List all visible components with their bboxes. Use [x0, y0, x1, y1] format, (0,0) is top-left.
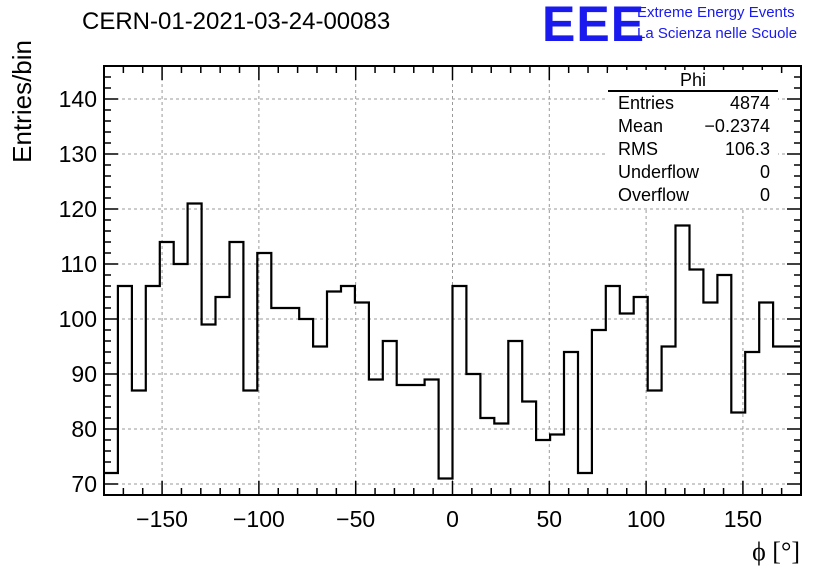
stats-label: Underflow — [618, 162, 700, 182]
x-tick-labels: −150 −100 −50 0 50 100 150 — [136, 506, 762, 532]
histogram-step-line — [104, 202, 801, 480]
stats-value: 0 — [759, 185, 770, 205]
x-tick-label: 0 — [446, 506, 459, 532]
stats-value: 4874 — [729, 93, 770, 113]
y-tick-label: 90 — [71, 361, 97, 387]
stats-label: Entries — [618, 93, 675, 113]
stats-row-underflow: Underflow 0 — [608, 161, 778, 184]
run-title: CERN-01-2021-03-24-00083 — [82, 8, 391, 35]
y-tick-label: 80 — [71, 416, 97, 442]
brand-line-2: La Scienza nelle Scuole — [637, 25, 798, 42]
y-tick-label: 100 — [59, 306, 97, 332]
x-tick-label: 50 — [537, 506, 563, 532]
x-axis-title: ϕ [°] — [752, 537, 800, 566]
stats-value: 0 — [759, 162, 770, 182]
x-tick-label: 150 — [724, 506, 762, 532]
x-tick-label: −100 — [233, 506, 285, 532]
stats-title: Phi — [608, 70, 778, 92]
stats-box: Phi Entries 4874 Mean −0.2374 RMS 106.3 … — [608, 70, 778, 207]
y-tick-label: 120 — [59, 196, 97, 222]
stats-row-mean: Mean −0.2374 — [608, 115, 778, 138]
y-tick-label: 70 — [71, 471, 97, 497]
y-tick-labels: 70 80 90 100 110 120 130 140 — [59, 86, 97, 497]
stats-row-rms: RMS 106.3 — [608, 138, 778, 161]
stats-value: 106.3 — [724, 139, 770, 159]
y-tick-label: 140 — [59, 86, 97, 112]
y-tick-label: 130 — [59, 141, 97, 167]
x-tick-label: −50 — [336, 506, 375, 532]
stats-label: Mean — [618, 116, 664, 136]
y-axis-title: Entries/bin — [7, 40, 37, 163]
stats-label: Overflow — [618, 185, 690, 205]
stats-label: RMS — [618, 139, 658, 159]
stats-row-entries: Entries 4874 — [608, 92, 778, 115]
y-tick-label: 110 — [60, 251, 97, 277]
eee-logo: EEE — [542, 0, 646, 52]
stats-value: −0.2374 — [704, 116, 770, 136]
axis-ticks — [103, 65, 802, 496]
brand-line-1: Extreme Energy Events — [637, 4, 795, 21]
stats-row-overflow: Overflow 0 — [608, 184, 778, 207]
x-tick-label: −150 — [136, 506, 188, 532]
x-tick-label: 100 — [627, 506, 665, 532]
